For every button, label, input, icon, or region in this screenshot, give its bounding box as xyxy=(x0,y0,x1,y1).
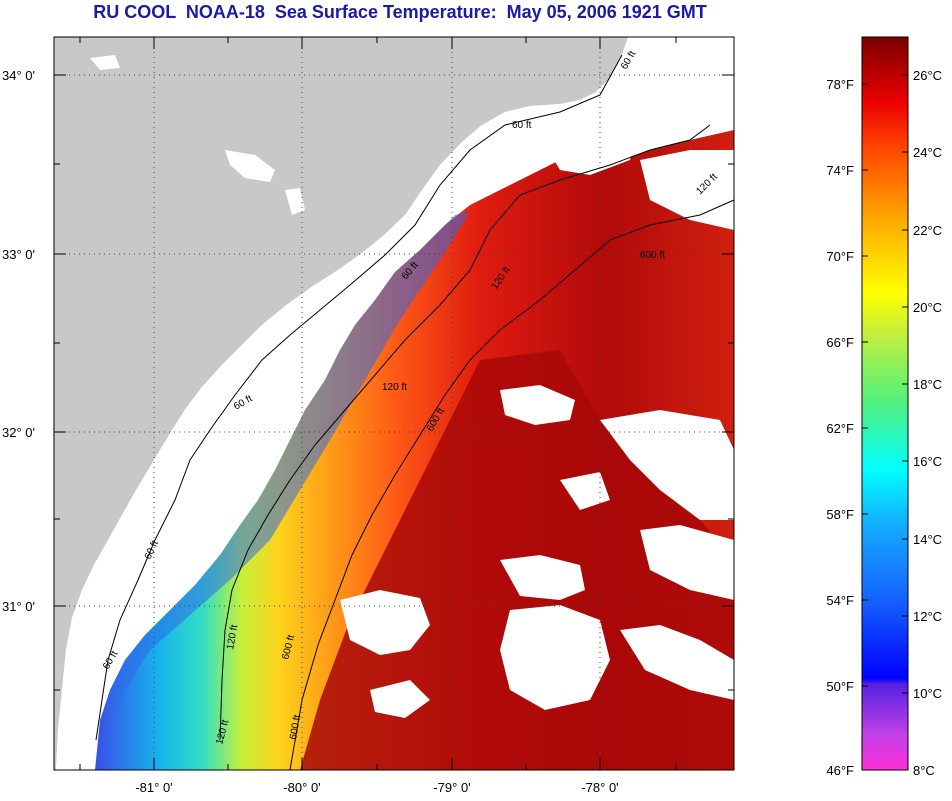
colorbar-c-label: 24°C xyxy=(913,145,942,160)
map-title: RU COOL NOAA-18 Sea Surface Temperature:… xyxy=(93,2,707,22)
contour-label: 120 ft xyxy=(225,624,240,651)
lon-label: -80° 0' xyxy=(283,780,320,795)
tick-marks xyxy=(54,37,734,770)
sst-map: 60 ft 60 ft 60 ft 60 ft 60 ft 60 ft 120 … xyxy=(2,36,942,795)
colorbar-ticks xyxy=(862,74,908,694)
colorbar-c-label: 26°C xyxy=(913,68,942,83)
colorbar-f-label: 62°F xyxy=(826,421,854,436)
contour-120ft xyxy=(219,124,711,741)
map-border xyxy=(53,36,735,771)
colorbar-f-label: 66°F xyxy=(826,335,854,350)
lon-label: -81° 0' xyxy=(135,780,172,795)
colorbar-f-label: 46°F xyxy=(826,763,854,778)
cool-nearshore xyxy=(110,212,470,720)
colorbar-c-label: 18°C xyxy=(913,377,942,392)
colorbar-f-label: 78°F xyxy=(826,77,854,92)
lon-label: -78° 0' xyxy=(581,780,618,795)
lon-label: -79° 0' xyxy=(433,780,470,795)
lat-label: 33° 0' xyxy=(2,247,35,262)
colorbar-c-label: 20°C xyxy=(913,300,942,315)
contour-label: 120 ft xyxy=(382,382,407,393)
latitude-labels: 34° 0' 33° 0' 32° 0' 31° 0' xyxy=(2,68,35,614)
longitude-labels: -81° 0' -80° 0' -79° 0' -78° 0' xyxy=(135,780,618,795)
colorbar-f-label: 74°F xyxy=(826,163,854,178)
contour-label: 60 ft xyxy=(512,120,532,131)
colorbar-f-label: 50°F xyxy=(826,679,854,694)
lat-label: 34° 0' xyxy=(2,68,35,83)
contour-600ft xyxy=(289,199,735,771)
colorbar-c-label: 14°C xyxy=(913,532,942,547)
inland-water xyxy=(90,55,305,215)
coastal-no-data xyxy=(56,37,734,770)
graticule xyxy=(54,37,734,770)
land-mass xyxy=(54,37,628,770)
colorbar-f-label: 58°F xyxy=(826,507,854,522)
colorbar-gradient xyxy=(861,36,909,771)
colorbar: 78°F 74°F 70°F 66°F 62°F 58°F 54°F 50°F … xyxy=(826,36,942,778)
colorbar-f-label: 54°F xyxy=(826,593,854,608)
colorbar-c-label: 12°C xyxy=(913,609,942,624)
lat-label: 32° 0' xyxy=(2,425,35,440)
fahrenheit-labels: 78°F 74°F 70°F 66°F 62°F 58°F 54°F 50°F … xyxy=(826,77,854,778)
contour-60ft xyxy=(95,54,623,741)
colorbar-c-label: 16°C xyxy=(913,454,942,469)
contour-label: 600 ft xyxy=(640,250,665,261)
colorbar-c-label: 8°C xyxy=(913,763,935,778)
depth-contours xyxy=(95,54,735,771)
lat-label: 31° 0' xyxy=(2,599,35,614)
contour-label: 600 ft xyxy=(288,714,303,741)
colorbar-c-label: 10°C xyxy=(913,686,942,701)
colorbar-f-label: 70°F xyxy=(826,249,854,264)
colorbar-c-label: 22°C xyxy=(913,223,942,238)
celsius-labels: 26°C 24°C 22°C 20°C 18°C 16°C 14°C 12°C … xyxy=(913,68,942,778)
